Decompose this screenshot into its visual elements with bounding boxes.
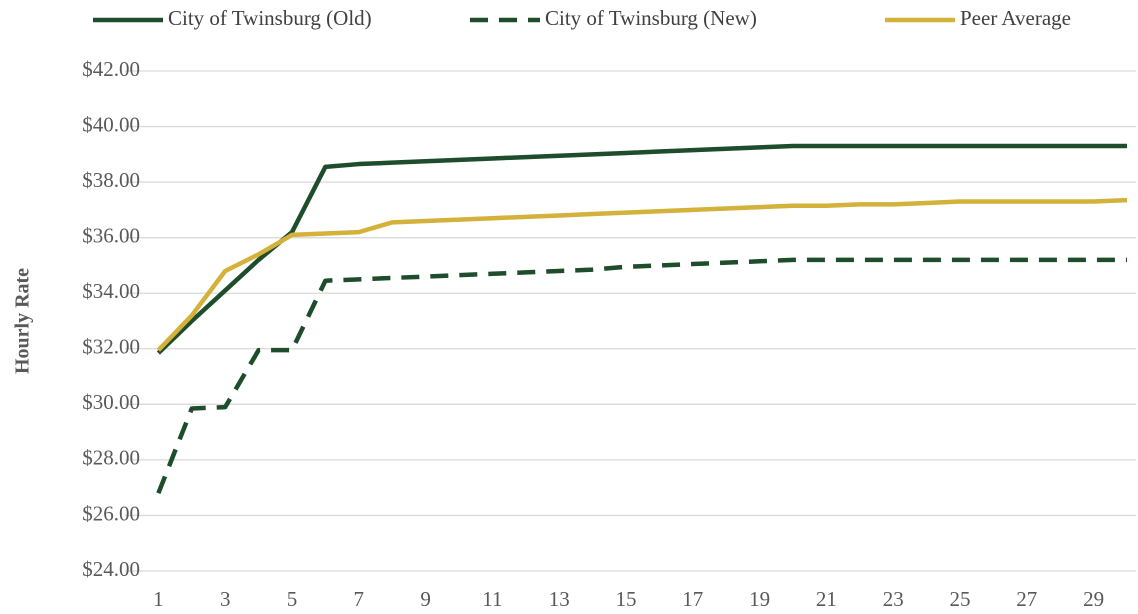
- series-line: [156, 257, 1127, 495]
- series-line: [156, 143, 1127, 355]
- y-tick-label: $28.00: [82, 446, 140, 470]
- x-tick-label: 13: [549, 587, 570, 611]
- x-tick-label: 3: [220, 587, 231, 611]
- x-tick-label: 15: [616, 587, 637, 611]
- x-tick-label: 11: [482, 587, 502, 611]
- y-tick-label: $36.00: [82, 223, 140, 247]
- x-tick-label: 21: [816, 587, 837, 611]
- y-tick-label: $38.00: [82, 168, 140, 192]
- y-tick-label: $24.00: [82, 557, 140, 581]
- legend-label: City of Twinsburg (New): [545, 6, 757, 30]
- x-tick-label: 29: [1083, 587, 1104, 611]
- y-tick-label: $34.00: [82, 279, 140, 303]
- y-axis-title: Hourly Rate: [12, 268, 34, 374]
- y-tick-label: $32.00: [82, 335, 140, 359]
- y-tick-label: $40.00: [82, 112, 140, 136]
- y-tick-label: $30.00: [82, 390, 140, 414]
- x-tick-label: 25: [950, 587, 971, 611]
- x-tick-label: 17: [682, 587, 703, 611]
- legend-label: Peer Average: [960, 6, 1071, 30]
- x-tick-label: 7: [354, 587, 365, 611]
- x-tick-label: 1: [153, 587, 164, 611]
- series-line: [156, 197, 1128, 352]
- x-tick-label: 19: [749, 587, 770, 611]
- x-tick-label: 9: [420, 587, 431, 611]
- x-tick-label: 5: [287, 587, 298, 611]
- x-tick-label: 23: [883, 587, 904, 611]
- x-tick-label: 27: [1016, 587, 1037, 611]
- y-tick-label: $42.00: [82, 57, 140, 81]
- legend-label: City of Twinsburg (Old): [168, 6, 372, 30]
- y-tick-label: $26.00: [82, 501, 140, 525]
